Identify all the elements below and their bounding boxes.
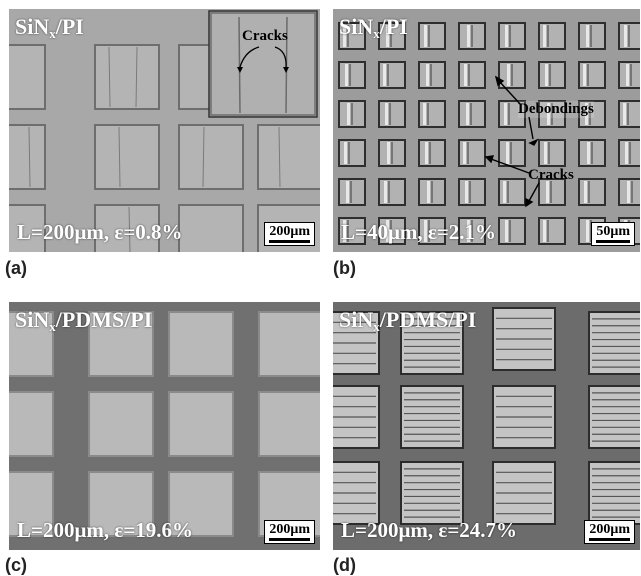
panel-a-condition: L=200μm, ε=0.8% <box>17 220 183 244</box>
panel-b-image <box>333 9 640 252</box>
micrograph-panel-a: SiNx/PI Cracks L=200μm, ε=0.8% 200μm <box>9 9 320 252</box>
micrograph-panel-b: SiNx/PI Debondings Cracks L=40μm, ε=2.1%… <box>333 9 640 252</box>
panel-d-condition: L=200μm, ε=24.7% <box>341 518 518 542</box>
panel-b-scalebar: 50μm <box>591 222 635 246</box>
panel-b-debondings-label: Debondings <box>518 101 594 118</box>
panel-b-label: (b) <box>333 258 356 278</box>
panel-c-label: (c) <box>5 555 27 575</box>
panel-a-image <box>9 9 320 252</box>
panel-d-image <box>333 302 640 550</box>
panel-b-cracks-label: Cracks <box>528 167 574 183</box>
panel-c-scalebar: 200μm <box>264 520 315 544</box>
micrograph-panel-d: SiNx/PDMS/PI L=200μm, ε=24.7% 200μm <box>333 302 640 550</box>
panel-d-scalebar: 200μm <box>584 520 635 544</box>
panel-b-title: SiNx/PI <box>339 14 408 42</box>
panel-c-title: SiNx/PDMS/PI <box>15 307 153 335</box>
panel-d-title: SiNx/PDMS/PI <box>339 307 477 335</box>
panel-a-title: SiNx/PI <box>15 14 84 42</box>
panel-b-condition: L=40μm, ε=2.1% <box>341 220 497 244</box>
panel-a-label: (a) <box>5 258 27 278</box>
panel-d-label: (d) <box>333 555 356 575</box>
panel-c-condition: L=200μm, ε=19.6% <box>17 518 194 542</box>
panel-a-cracks-label: Cracks <box>242 28 288 44</box>
panel-a-scalebar: 200μm <box>264 222 315 246</box>
panel-c-image <box>9 302 320 550</box>
micrograph-panel-c: SiNx/PDMS/PI L=200μm, ε=19.6% 200μm <box>9 302 320 550</box>
